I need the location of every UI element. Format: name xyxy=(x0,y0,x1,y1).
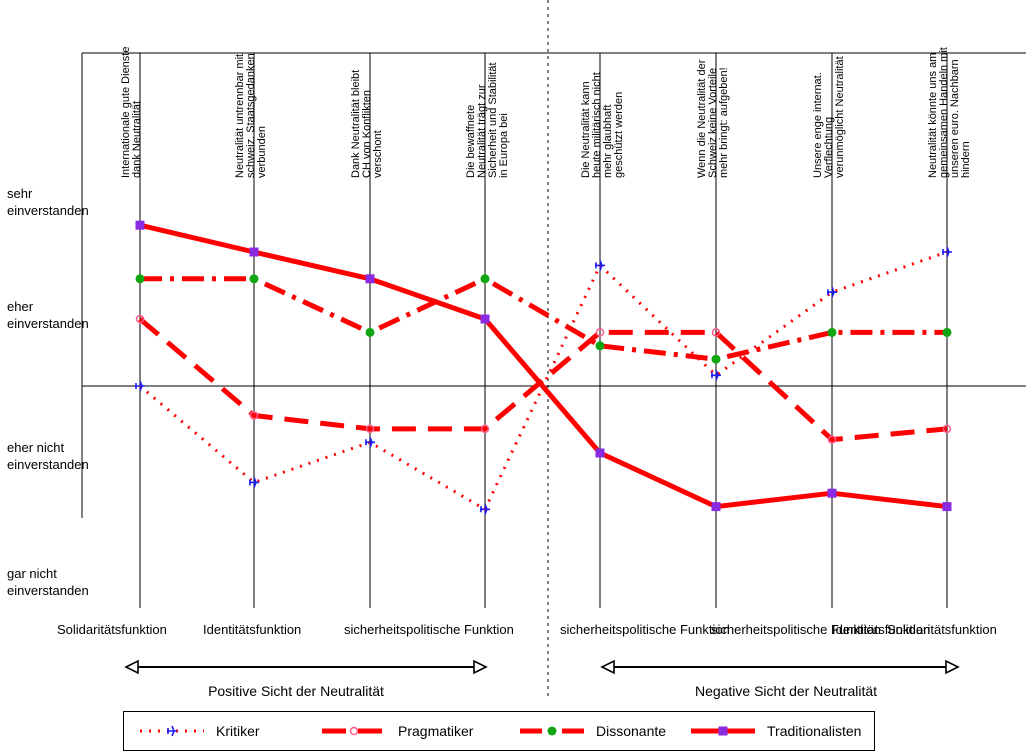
dissonante-marker xyxy=(827,327,837,337)
pragmatiker-marker xyxy=(942,424,952,434)
traditionalisten-marker xyxy=(480,314,490,324)
pragmatiker-marker xyxy=(249,411,259,420)
kritiker-marker xyxy=(595,260,605,271)
legend-swatch xyxy=(520,726,584,736)
chart-axes xyxy=(81,0,1026,700)
statement-label: Dank Neutralität bleibtCH von Konflikten… xyxy=(350,70,384,178)
category-label: sicherheitspolitische Funktion xyxy=(711,622,881,637)
statement-label: Neutralität untrennbar mitschweiz. Staat… xyxy=(234,53,268,178)
kritiker-marker xyxy=(942,246,952,258)
legend-swatch xyxy=(322,726,386,736)
statement-labels: Internationale gute Dienstedank Neutrali… xyxy=(120,47,972,178)
series-line-pragmatiker xyxy=(138,317,948,443)
pragmatiker-marker xyxy=(595,328,605,337)
legend-item-pragmatiker: Pragmatiker xyxy=(320,712,473,750)
pragmatiker-marker xyxy=(365,424,375,434)
traditionalisten-marker xyxy=(249,247,259,257)
legend-item-kritiker: Kritiker xyxy=(138,712,260,750)
statement-label: Wenn die Neutralität derSchweiz keine Vo… xyxy=(696,59,730,178)
pragmatiker-marker xyxy=(480,424,490,434)
category-label: sicherheitspolitische Funktion xyxy=(560,622,730,637)
dissonante-marker xyxy=(249,274,259,284)
statement-label: Neutralität könnte uns amgemeinsamen Han… xyxy=(927,47,972,178)
traditionalisten-marker xyxy=(827,488,837,498)
legend-swatch xyxy=(691,726,755,736)
y-axis-labels: sehr einverstanden eher einverstanden eher n… xyxy=(7,186,89,598)
arrow-right-icon xyxy=(473,659,488,675)
traditionalisten-marker xyxy=(942,502,952,512)
arrow-right-icon xyxy=(945,659,960,675)
dissonante-marker xyxy=(135,274,145,284)
statement-label: Die bewaffneteNeutralität trägt zurSiche… xyxy=(465,62,510,178)
series-lines xyxy=(138,222,948,511)
category-label: Identitätsfunktion xyxy=(203,622,301,637)
group-arrows: Positive Sicht der Neutralität Negative S… xyxy=(124,659,960,699)
kritiker-marker xyxy=(135,380,145,392)
legend-item-dissonante: Dissonante xyxy=(518,712,666,750)
dissonante-marker xyxy=(942,327,952,337)
series-markers xyxy=(135,220,952,515)
kritiker-marker xyxy=(827,286,837,298)
category-labels: Solidaritätsfunktion Identitätsfunktion si… xyxy=(57,622,997,637)
dissonante-marker xyxy=(365,327,375,337)
traditionalisten-marker xyxy=(365,274,375,284)
pragmatiker-marker xyxy=(827,435,837,444)
arrow-left-icon xyxy=(124,659,139,675)
category-label: Solidaritätsfunktion xyxy=(887,622,997,637)
legend-swatch xyxy=(140,725,204,737)
group-label: Positive Sicht der Neutralität xyxy=(208,683,384,699)
dissonante-marker xyxy=(547,726,557,736)
y-label: eher nicht einverstanden xyxy=(7,440,89,472)
kritiker-marker xyxy=(249,477,259,488)
pragmatiker-marker xyxy=(135,314,145,324)
legend-item-traditionalisten: Traditionalisten xyxy=(689,712,861,750)
pragmatiker-marker xyxy=(349,726,359,736)
category-label: Solidaritätsfunktion xyxy=(57,622,167,637)
legend-label: Traditionalisten xyxy=(767,723,862,739)
statement-label: Unsere enge internat.Verflechtungverunmö… xyxy=(812,56,846,178)
series-line-traditionalisten xyxy=(139,222,948,510)
statement-label: Die Neutralität kannheute militärisch ni… xyxy=(580,72,625,178)
series-line-kritiker xyxy=(139,250,948,511)
kritiker-marker xyxy=(365,436,375,448)
y-label: eher einverstanden xyxy=(7,299,89,331)
y-label: sehr einverstanden xyxy=(7,186,89,218)
dissonante-marker xyxy=(711,354,721,364)
arrow-left-icon xyxy=(600,659,615,675)
kritiker-marker xyxy=(711,369,721,381)
traditionalisten-marker xyxy=(711,502,721,512)
dissonante-marker xyxy=(595,341,605,351)
series-line-dissonante xyxy=(140,276,947,362)
legend-label: Kritiker xyxy=(216,723,260,739)
traditionalisten-marker xyxy=(718,726,728,736)
dissonante-marker xyxy=(480,274,490,284)
legend-label: Dissonante xyxy=(596,723,667,739)
category-label: sicherheitspolitische Funktion xyxy=(344,622,514,637)
legend-label: Pragmatiker xyxy=(398,723,474,739)
pragmatiker-marker xyxy=(711,328,721,337)
group-label: Negative Sicht der Neutralität xyxy=(695,683,877,699)
traditionalisten-marker xyxy=(135,220,145,230)
traditionalisten-marker xyxy=(595,448,605,458)
statement-label: Internationale gute Dienstedank Neutrali… xyxy=(120,47,143,178)
y-label: gar nicht einverstanden xyxy=(7,566,89,598)
kritiker-marker xyxy=(167,725,177,737)
kritiker-marker xyxy=(480,503,490,515)
category-label: Identitätsfunktion xyxy=(832,622,930,637)
chart-legend: Kritiker Pragmatiker Dissonante Traditional… xyxy=(123,711,875,751)
